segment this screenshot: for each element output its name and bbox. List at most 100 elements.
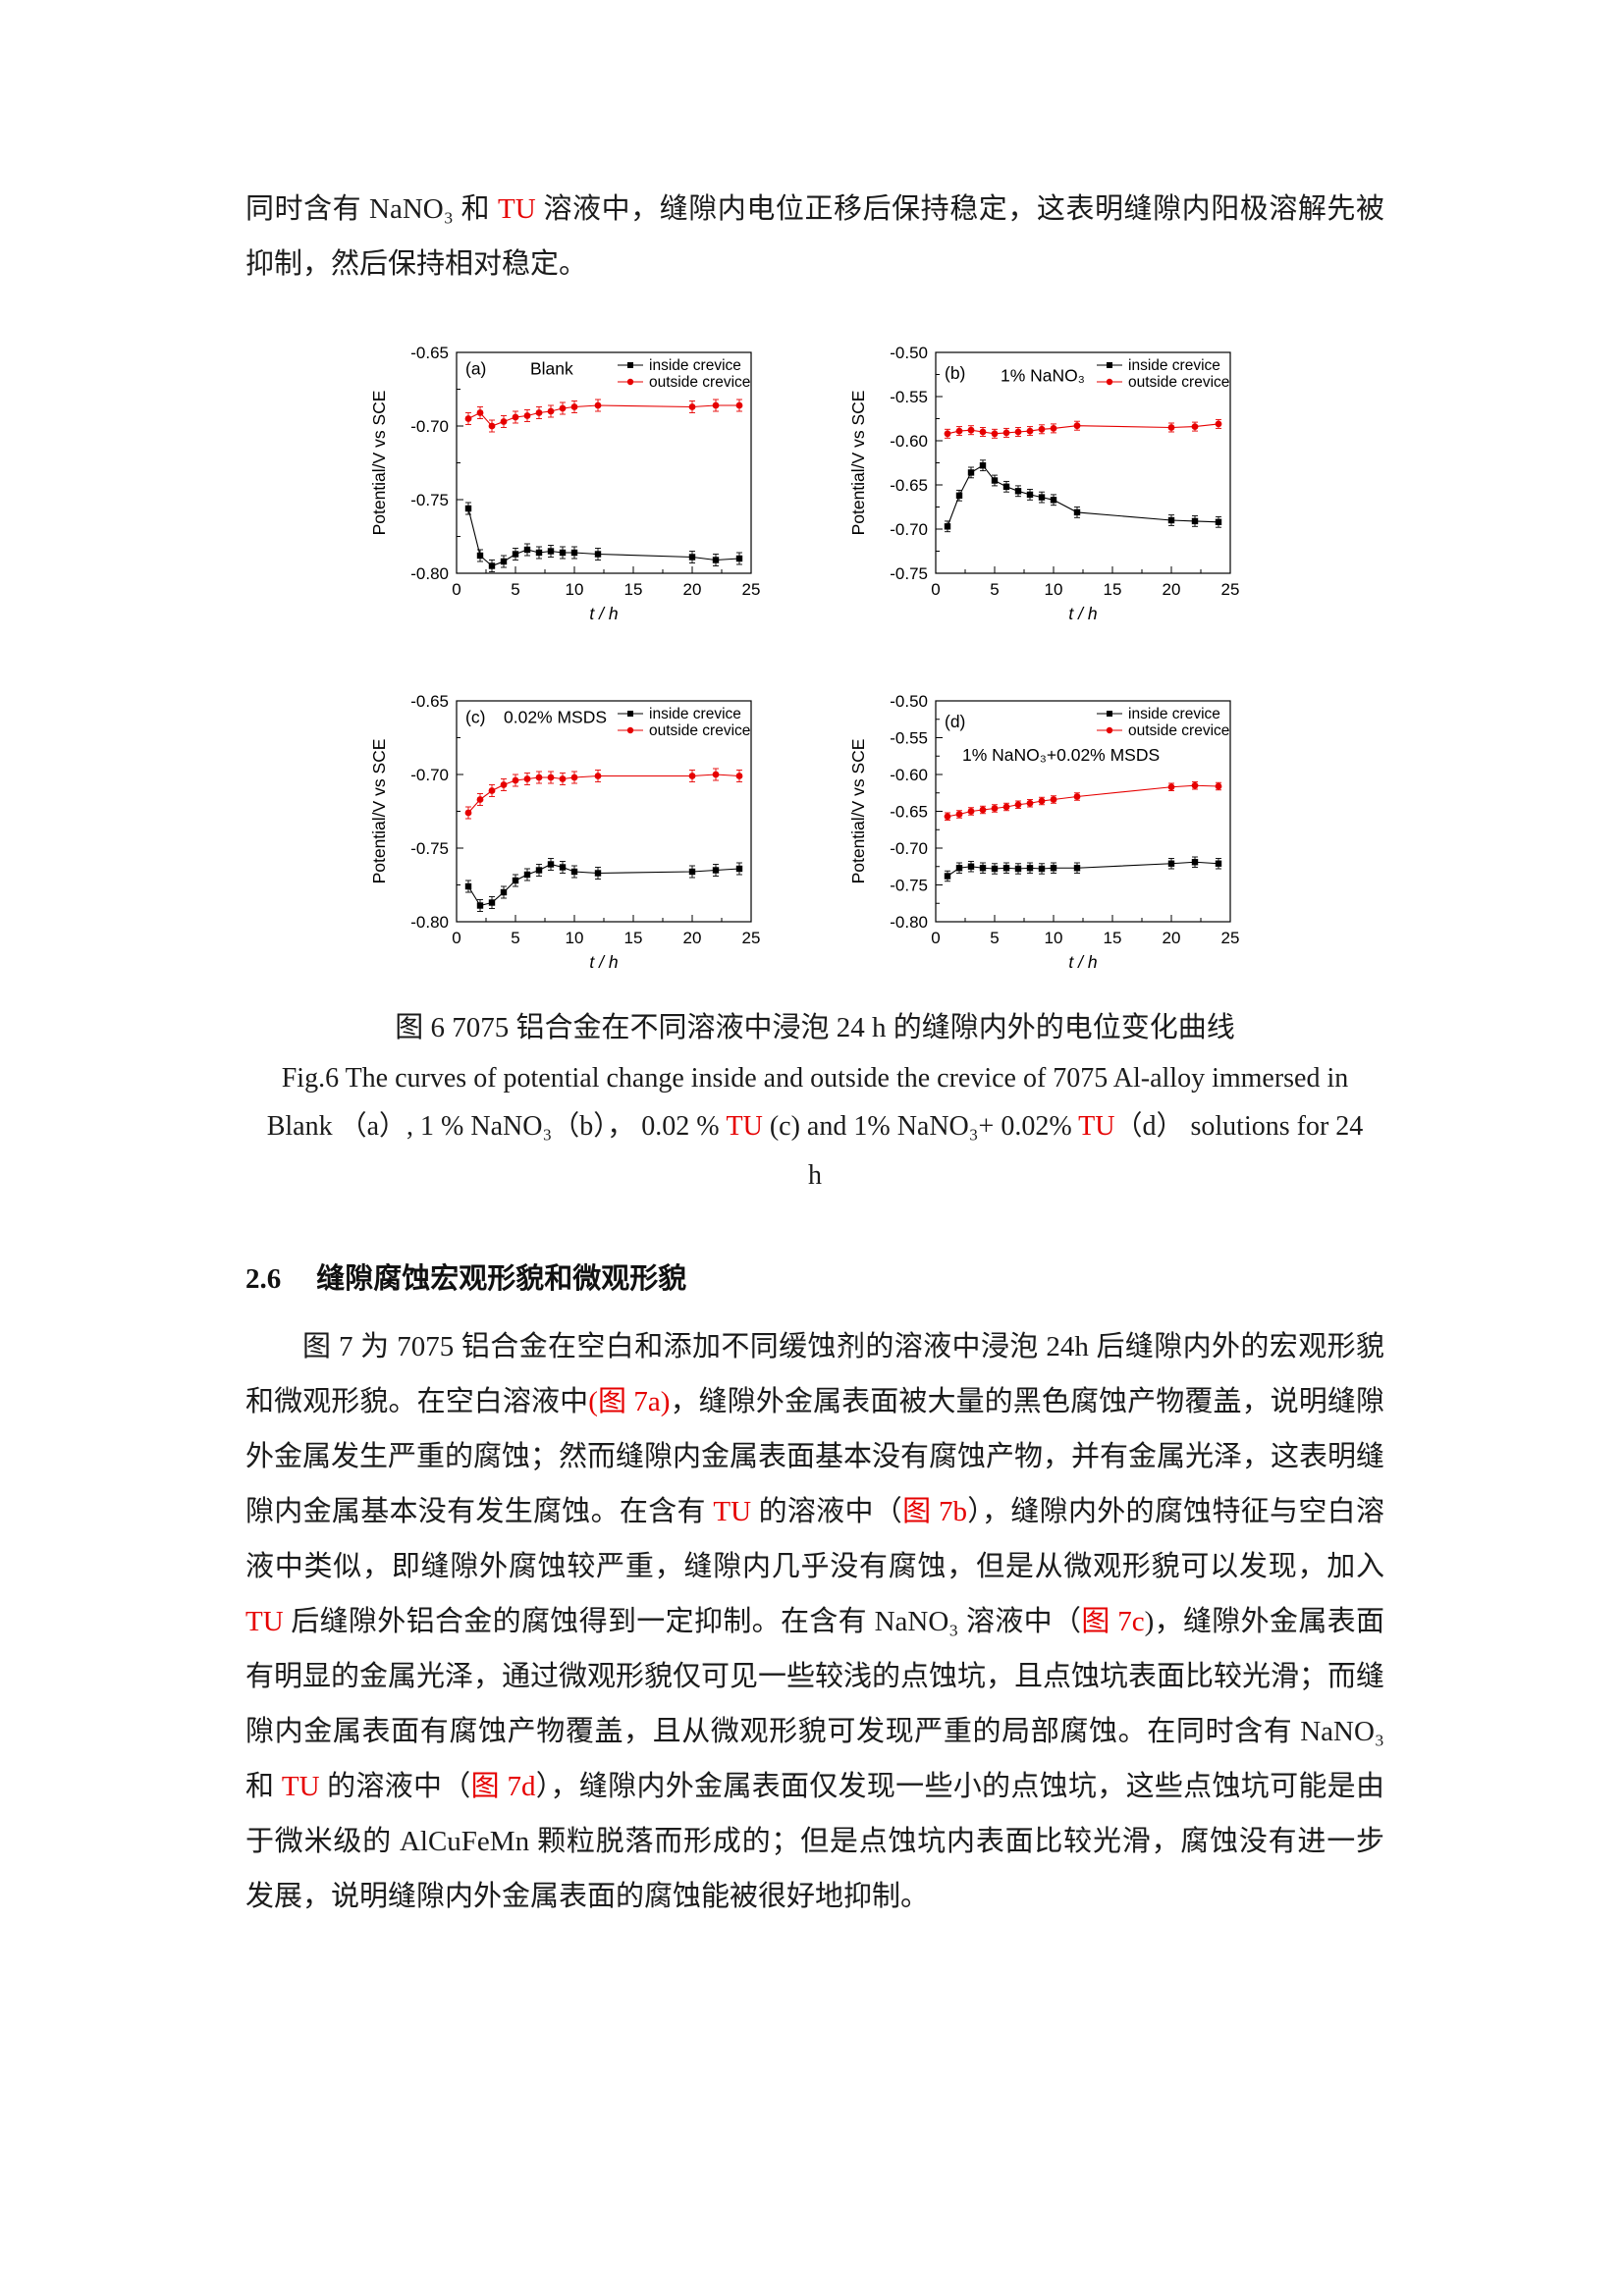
- text-segment: ，缝隙外金属表面被大量的黑色腐蚀产物覆盖，说明缝隙外金属发生严重的腐蚀；然而缝隙…: [245, 1386, 1385, 1527]
- svg-text:(b): (b): [945, 363, 965, 383]
- figure-caption-en-line3: h: [808, 1160, 822, 1192]
- line-chart-c: 0 5 10 15 20 25 -0.65 -0.70 -0.75 -0.80 t / h Poten…: [369, 692, 761, 972]
- svg-text:0: 0: [931, 929, 940, 947]
- svg-text:-0.65: -0.65: [410, 692, 449, 711]
- red-text-segment: TU: [713, 1495, 752, 1527]
- svg-text:15: 15: [1104, 580, 1122, 599]
- red-text-segment: TU: [281, 1770, 320, 1802]
- section-heading: 2.6 缝隙腐蚀宏观形貌和微观形貌: [245, 1255, 1384, 1297]
- svg-text:inside crevice: inside crevice: [649, 357, 741, 374]
- figure-6: 0 5 10 15 20 25 -0.65 -0.70 -0.75 -0.80 t / h Poten…: [245, 328, 1384, 1201]
- svg-text:25: 25: [1221, 929, 1240, 947]
- svg-text:10: 10: [566, 580, 584, 599]
- svg-text:-0.75: -0.75: [410, 839, 449, 858]
- text-segment: （d） solutions for 24: [1114, 1111, 1364, 1143]
- text-segment: ），缝隙内外的腐蚀特征与空白溶液中类似，即缝隙外腐蚀较严重，缝隙内几乎没有腐蚀，…: [245, 1495, 1384, 1582]
- svg-text:-0.70: -0.70: [890, 520, 928, 539]
- svg-text:-0.50: -0.50: [890, 692, 928, 711]
- red-text-segment: TU: [1078, 1111, 1115, 1143]
- chart-panel-a: 0 5 10 15 20 25 -0.65 -0.70 -0.75 -0.80 t / h Poten…: [363, 328, 785, 627]
- text-segment: 后缝隙外铝合金的腐蚀得到一定抑制。在含有 NaNO₃ 溶液中（: [283, 1605, 1082, 1637]
- svg-text:t / h: t / h: [589, 604, 618, 623]
- chart-panel-b: 0 5 10 15 20 25 -0.50 -0.55 -0.60 -0.65 -0.70 -0.75…: [842, 328, 1265, 627]
- red-text-segment: (图 7a): [588, 1386, 671, 1417]
- svg-text:-0.70: -0.70: [410, 417, 449, 436]
- svg-text:10: 10: [1045, 929, 1063, 947]
- svg-text:5: 5: [990, 929, 999, 947]
- svg-text:outside crevice: outside crevice: [1128, 722, 1229, 739]
- svg-text:0: 0: [452, 580, 460, 599]
- svg-text:-0.80: -0.80: [410, 913, 449, 932]
- section-title: 缝隙腐蚀宏观形貌和微观形貌: [316, 1263, 687, 1296]
- text-segment: (c) and 1% NaNO₃+ 0.02%: [762, 1111, 1079, 1143]
- svg-text:Blank: Blank: [530, 358, 573, 378]
- svg-text:25: 25: [1221, 580, 1240, 599]
- svg-text:-0.70: -0.70: [890, 839, 928, 858]
- svg-text:0: 0: [452, 929, 460, 947]
- svg-text:-0.65: -0.65: [890, 802, 928, 821]
- svg-text:-0.60: -0.60: [890, 432, 928, 451]
- svg-text:-0.80: -0.80: [410, 564, 449, 583]
- red-text-segment: TU: [245, 1605, 284, 1637]
- chart-panel-d: 0 5 10 15 20 25 -0.50 -0.55 -0.60 -0.65 -0.70 -0.75…: [842, 676, 1265, 976]
- svg-text:5: 5: [511, 929, 519, 947]
- svg-text:Potential/V vs SCE: Potential/V vs SCE: [848, 739, 868, 884]
- svg-text:10: 10: [1045, 580, 1063, 599]
- line-chart-a: 0 5 10 15 20 25 -0.65 -0.70 -0.75 -0.80 t / h Poten…: [369, 344, 761, 623]
- svg-text:t / h: t / h: [1068, 604, 1097, 623]
- svg-text:-0.70: -0.70: [410, 766, 449, 784]
- svg-text:-0.80: -0.80: [890, 913, 928, 932]
- svg-text:20: 20: [1163, 929, 1181, 947]
- text-segment: 的溶液中（: [751, 1495, 903, 1527]
- svg-text:-0.55: -0.55: [890, 728, 928, 747]
- intro-paragraph: 同时含有 NaNO₃ 和 TU 溶液中，缝隙内电位正移后保持稳定，这表明缝隙内阳…: [245, 183, 1384, 293]
- red-text-segment: 图 7c: [1081, 1605, 1145, 1637]
- svg-text:-0.50: -0.50: [890, 344, 928, 362]
- svg-text:t / h: t / h: [589, 952, 618, 972]
- svg-text:inside crevice: inside crevice: [1128, 357, 1220, 374]
- svg-text:inside crevice: inside crevice: [649, 706, 741, 722]
- svg-text:-0.65: -0.65: [410, 344, 449, 362]
- svg-text:-0.55: -0.55: [890, 388, 928, 406]
- chart-panel-c: 0 5 10 15 20 25 -0.65 -0.70 -0.75 -0.80 t / h Poten…: [363, 676, 785, 976]
- section-number: 2.6: [245, 1263, 282, 1296]
- svg-text:1% NaNO₃: 1% NaNO₃: [1001, 365, 1085, 385]
- text-segment: Blank （a）, 1 % NaNO₃（b）， 0.02 %: [266, 1111, 727, 1143]
- figure-grid: 0 5 10 15 20 25 -0.65 -0.70 -0.75 -0.80 t / h Poten…: [363, 328, 1267, 976]
- svg-text:Potential/V vs SCE: Potential/V vs SCE: [848, 391, 868, 536]
- svg-text:-0.65: -0.65: [890, 476, 928, 495]
- svg-text:-0.75: -0.75: [890, 876, 928, 894]
- svg-text:0.02% MSDS: 0.02% MSDS: [504, 707, 607, 726]
- svg-text:outside crevice: outside crevice: [649, 374, 750, 391]
- svg-text:5: 5: [990, 580, 999, 599]
- svg-text:-0.75: -0.75: [410, 491, 449, 509]
- text-segment: 同时含有 NaNO₃ 和: [245, 193, 498, 225]
- svg-text:outside crevice: outside crevice: [1128, 374, 1229, 391]
- svg-text:5: 5: [511, 580, 519, 599]
- red-text-segment: TU: [498, 193, 536, 225]
- svg-text:outside crevice: outside crevice: [649, 722, 750, 739]
- svg-text:20: 20: [1163, 580, 1181, 599]
- red-text-segment: TU: [726, 1111, 763, 1143]
- svg-text:(d): (d): [945, 712, 965, 731]
- text-segment: 的溶液中（: [319, 1770, 471, 1802]
- svg-text:15: 15: [1104, 929, 1122, 947]
- svg-text:10: 10: [566, 929, 584, 947]
- red-text-segment: 图 7b: [902, 1495, 967, 1527]
- document-page: 同时含有 NaNO₃ 和 TU 溶液中，缝隙内电位正移后保持稳定，这表明缝隙内阳…: [245, 183, 1385, 1912]
- red-text-segment: 图 7d: [470, 1770, 536, 1802]
- figure-caption-en-line1: Fig.6 The curves of potential change ins…: [281, 1062, 1349, 1094]
- figure-caption-cn: 图 6 7075 铝合金在不同溶液中浸泡 24 h 的缝隙内外的电位变化曲线: [395, 1011, 1235, 1043]
- svg-text:25: 25: [742, 929, 761, 947]
- svg-text:(c): (c): [465, 707, 485, 726]
- svg-text:inside crevice: inside crevice: [1128, 706, 1220, 722]
- text-segment: 图 7 为 7075 铝合金在空白和添加不同缓蚀剂的溶液中浸泡 24h 后缝隙内…: [245, 1331, 1384, 1417]
- figure-caption-en-line2: Blank （a）, 1 % NaNO₃（b）， 0.02 % TU (c) a…: [245, 1102, 1384, 1151]
- svg-text:20: 20: [683, 580, 702, 599]
- svg-text:-0.75: -0.75: [890, 564, 928, 583]
- text-segment: ），缝隙内外金属表面仅发现一些小的点蚀坑，这些点蚀坑可能是由于微米级的 AlCu…: [245, 1770, 1384, 1912]
- svg-text:25: 25: [742, 580, 761, 599]
- svg-text:t / h: t / h: [1068, 952, 1097, 972]
- svg-text:-0.60: -0.60: [890, 766, 928, 784]
